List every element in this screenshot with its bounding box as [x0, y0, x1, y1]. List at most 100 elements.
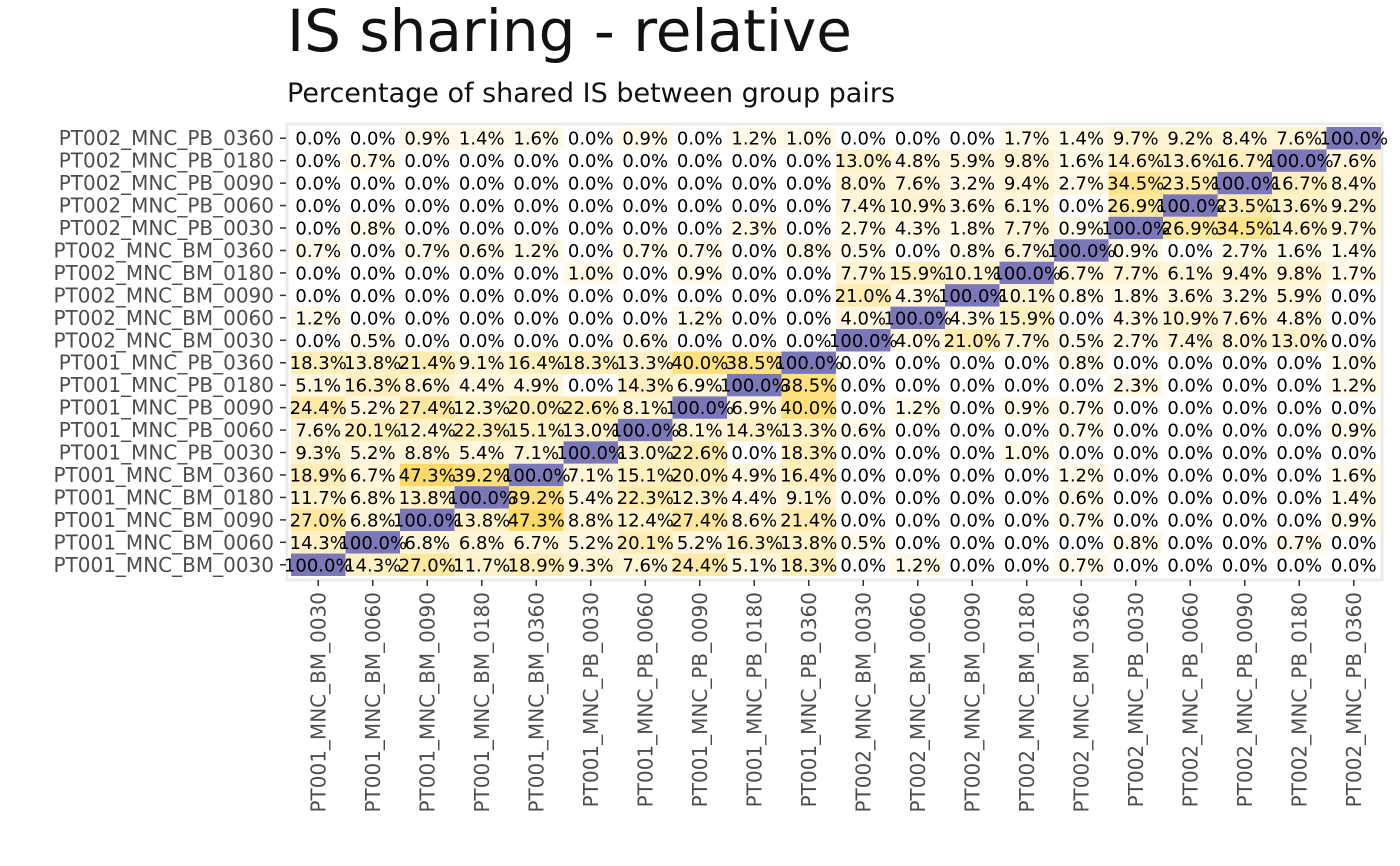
heatmap-cell: [400, 127, 455, 150]
heatmap-cell: [563, 418, 618, 442]
y-tick-label: PT001_MNC_PB_0030: [59, 441, 274, 465]
cell-value-label: 0.0%: [949, 465, 995, 486]
cell-value-label: 7.7%: [1004, 331, 1050, 352]
cell-value-label: 0.0%: [1167, 421, 1213, 442]
cell-value-label: 0.9%: [1331, 421, 1377, 442]
cell-value-label: 0.0%: [513, 151, 559, 172]
cell-value-label: 1.7%: [1331, 263, 1377, 284]
y-tick-label: PT002_MNC_PB_0180: [59, 149, 274, 173]
heatmap-cell: [1272, 306, 1327, 330]
cell-value-label: 5.4%: [459, 443, 505, 464]
cell-value-label: 0.0%: [568, 174, 614, 195]
cell-value-label: 9.7%: [1113, 129, 1159, 150]
cell-value-label: 8.4%: [1331, 174, 1377, 195]
heatmap-cell: [454, 463, 509, 487]
cell-value-label: 0.0%: [1113, 353, 1159, 374]
cell-value-label: 0.0%: [350, 263, 396, 284]
cell-value-label: 1.2%: [731, 129, 777, 150]
heatmap-cell: [1163, 127, 1218, 150]
cell-value-label: 0.0%: [895, 488, 941, 509]
heatmap-cell: [999, 261, 1054, 285]
cell-value-label: 16.7%: [1271, 174, 1328, 195]
heatmap-cell: [1272, 261, 1327, 285]
cell-value-label: 9.3%: [295, 443, 341, 464]
heatmap-cell: [563, 441, 618, 464]
cell-value-label: 0.0%: [568, 129, 614, 150]
cell-value-label: 0.0%: [1167, 353, 1213, 374]
heatmap-cell: [1163, 171, 1218, 195]
cell-value-label: 0.7%: [350, 151, 396, 172]
cell-value-label: 20.0%: [508, 398, 565, 419]
heatmap-cell: [618, 239, 673, 262]
cell-value-label: 0.0%: [786, 219, 832, 240]
heatmap-cell: [945, 261, 1000, 285]
heatmap-cell: [1326, 373, 1381, 397]
cell-value-label: 2.7%: [1222, 241, 1268, 262]
heatmap-cell: [727, 373, 782, 397]
cell-value-label: 0.6%: [840, 421, 886, 442]
heatmap-cell: [890, 284, 945, 307]
cell-value-label: 0.0%: [1331, 286, 1377, 307]
cell-value-label: 9.7%: [1331, 219, 1377, 240]
cell-value-label: 16.7%: [1216, 151, 1273, 172]
cell-value-label: 13.8%: [344, 353, 401, 374]
heatmap-cell: [618, 396, 673, 419]
cell-value-label: 0.9%: [1331, 510, 1377, 531]
cell-value-label: 0.0%: [622, 219, 668, 240]
cell-value-label: 0.6%: [622, 331, 668, 352]
cell-value-label: 0.8%: [786, 241, 832, 262]
heatmap-cell: [509, 441, 564, 464]
y-tick-label: PT001_MNC_BM_0060: [53, 530, 274, 554]
cell-value-label: 1.0%: [786, 129, 832, 150]
heatmap-cell: [1326, 216, 1381, 240]
heatmap-cell: [1163, 284, 1218, 307]
heatmap-cell: [1217, 239, 1272, 262]
cell-value-label: 0.0%: [1222, 376, 1268, 397]
heatmap-cell: [1272, 531, 1327, 554]
cell-value-label: 1.8%: [949, 219, 995, 240]
cell-value-label: 0.8%: [1058, 286, 1104, 307]
cell-value-label: 0.0%: [1058, 196, 1104, 217]
cell-value-label: 1.2%: [1058, 465, 1104, 486]
cell-value-label: 6.8%: [350, 510, 396, 531]
heatmap-cell: [618, 463, 673, 487]
cell-value-label: 0.0%: [513, 286, 559, 307]
cell-value-label: 0.0%: [1276, 353, 1322, 374]
cell-value-label: 0.0%: [1331, 308, 1377, 329]
cell-value-label: 6.9%: [731, 398, 777, 419]
cell-value-label: 0.6%: [459, 241, 505, 262]
heatmap-cell: [727, 463, 782, 487]
cell-value-label: 0.7%: [1058, 510, 1104, 531]
cell-value-label: 7.6%: [295, 421, 341, 442]
heatmap-cell: [509, 239, 564, 262]
heatmap-cell: [1217, 261, 1272, 285]
cell-value-label: 100.0%: [665, 398, 734, 419]
cell-value-label: 1.0%: [1331, 353, 1377, 374]
heatmap-cell: [1108, 329, 1163, 352]
cell-value-label: 47.3%: [399, 465, 456, 486]
heatmap-cell: [727, 418, 782, 442]
cell-value-label: 0.0%: [568, 308, 614, 329]
heatmap-cell: [1272, 284, 1327, 307]
cell-value-label: 0.0%: [404, 331, 450, 352]
heatmap-cell: [781, 351, 836, 374]
x-tick-label: PT001_MNC_PB_0360: [797, 592, 821, 807]
heatmap-cell: [1272, 149, 1327, 172]
heatmap-cell: [945, 171, 1000, 195]
heatmap-cell: [781, 373, 836, 397]
cell-value-label: 6.7%: [513, 533, 559, 554]
cell-value-label: 14.3%: [344, 555, 401, 576]
cell-value-label: 16.4%: [780, 465, 837, 486]
cell-value-label: 1.6%: [513, 129, 559, 150]
cell-value-label: 5.1%: [295, 376, 341, 397]
cell-value-label: 0.0%: [622, 196, 668, 217]
cell-value-label: 1.8%: [1113, 286, 1159, 307]
cell-value-label: 38.5%: [726, 353, 783, 374]
cell-value-label: 0.0%: [895, 465, 941, 486]
cell-value-label: 6.7%: [1004, 241, 1050, 262]
cell-value-label: 0.0%: [1222, 443, 1268, 464]
cell-value-label: 14.3%: [726, 421, 783, 442]
heatmap-cell: [727, 508, 782, 532]
cell-value-label: 9.1%: [459, 353, 505, 374]
cell-value-label: 22.3%: [453, 421, 510, 442]
